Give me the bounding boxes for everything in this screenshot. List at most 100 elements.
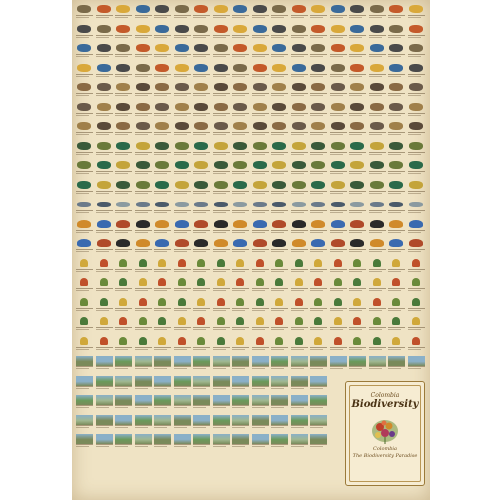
caption-line: [388, 212, 401, 213]
caption-line: [232, 444, 249, 445]
plants-tile: [134, 316, 154, 336]
mammals-tile: [387, 82, 407, 102]
plant-icon: [392, 278, 400, 286]
caption-line: [134, 56, 148, 57]
landscape-photo: [271, 414, 288, 425]
caption-line: [329, 95, 343, 96]
caption-line: [95, 446, 109, 447]
caption-line: [290, 231, 304, 233]
caption-line: [212, 387, 226, 389]
butterfly-icon: [272, 239, 286, 247]
caption-line: [115, 385, 132, 387]
mammals-tile: [251, 102, 271, 122]
landscape-photo: [154, 356, 171, 366]
caption-line: [310, 327, 327, 328]
caption-line: [173, 366, 191, 367]
caption-line: [95, 151, 113, 153]
caption-line: [232, 36, 245, 38]
caption-line: [173, 173, 187, 174]
birds-tile: [368, 4, 388, 24]
caption-line: [173, 327, 191, 328]
plant-icon: [138, 317, 147, 325]
caption-line: [173, 114, 187, 116]
birds-tile: [387, 24, 407, 44]
landscape-photo: [232, 434, 249, 444]
landscapes-tile: [309, 394, 329, 414]
plant-icon: [138, 278, 147, 286]
caption-line: [115, 134, 128, 135]
reptile-icon: [155, 161, 169, 169]
flower-bouquet-illustration: [372, 420, 398, 444]
caption-line: [349, 15, 366, 16]
landscape-photo: [271, 434, 288, 444]
caption-line: [173, 288, 191, 289]
caption-line: [95, 134, 109, 135]
caption-line: [329, 249, 347, 250]
mammal-icon: [350, 102, 364, 111]
caption-line: [115, 132, 132, 133]
landscapes-tile: [212, 355, 232, 375]
landscape-photo: [349, 356, 366, 366]
landscapes-tile: [153, 375, 173, 395]
landscapes-tile: [251, 414, 271, 434]
plant-icon: [353, 258, 361, 267]
caption-line: [173, 348, 187, 350]
bird-icon: [213, 24, 228, 33]
caption-line: [154, 231, 167, 233]
reptiles-amphibians-tile: [75, 160, 95, 180]
caption-line: [271, 34, 288, 36]
caption-line: [368, 309, 382, 311]
caption-line: [290, 387, 304, 389]
butterflies-tile: [309, 238, 329, 258]
plant-icon: [314, 258, 322, 267]
caption-line: [271, 348, 284, 350]
caption-line: [154, 114, 167, 116]
caption-line: [232, 54, 249, 55]
caption-line: [134, 444, 152, 445]
bird-icon: [135, 24, 150, 33]
plant-icon: [119, 278, 127, 286]
caption-line: [349, 171, 366, 172]
caption-line: [115, 249, 132, 250]
mammal-icon: [252, 122, 267, 130]
plant-icon: [138, 258, 147, 267]
landscapes-tile: [192, 355, 212, 375]
caption-line: [310, 56, 323, 57]
caption-line: [95, 17, 109, 18]
landscapes-tile: [192, 414, 212, 434]
caption-line: [290, 171, 308, 172]
caption-line: [232, 173, 245, 174]
caption-line: [193, 270, 206, 272]
plant-icon: [119, 317, 127, 325]
caption-line: [251, 424, 269, 426]
caption-line: [134, 366, 152, 367]
plant-icon: [80, 317, 88, 325]
reptile-icon: [213, 141, 228, 150]
butterfly-icon: [389, 219, 403, 228]
plant-icon: [197, 317, 205, 325]
plant-icon: [138, 297, 147, 306]
bird-icon: [272, 44, 286, 52]
birds-tile: [192, 4, 212, 24]
reptile-icon: [291, 161, 306, 169]
caption-line: [115, 75, 128, 77]
plants-tile: [407, 316, 427, 336]
landscape-photo: [134, 375, 152, 386]
caption-line: [329, 114, 343, 116]
plant-icon: [372, 297, 381, 306]
caption-line: [329, 288, 347, 289]
landscapes-tile: [270, 433, 290, 453]
caption-line: [232, 407, 245, 408]
plants-tile: [212, 297, 232, 317]
mammals-tile: [368, 121, 388, 141]
caption-line: [173, 151, 191, 153]
caption-line: [134, 290, 148, 291]
mammals-tile: [368, 102, 388, 122]
caption-line: [349, 36, 362, 38]
caption-line: [368, 151, 386, 153]
birds-tile: [114, 24, 134, 44]
caption-line: [271, 93, 288, 94]
caption-line: [368, 348, 382, 350]
caption-line: [310, 348, 323, 350]
bird-icon: [96, 44, 111, 52]
